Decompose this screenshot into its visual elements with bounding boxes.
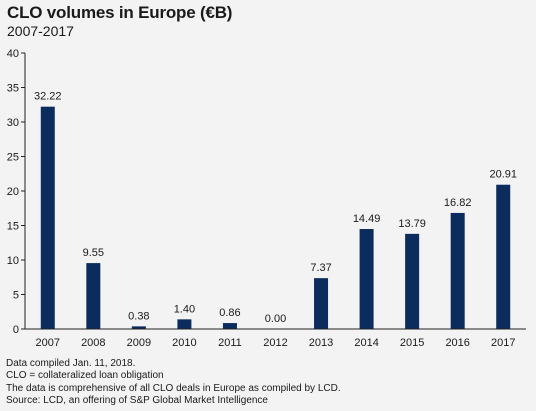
value-label-2012: 0.00: [265, 313, 286, 325]
value-label-2011: 0.86: [219, 307, 240, 319]
x-tick-label-2014: 2014: [354, 337, 378, 349]
bar-2009: [131, 326, 146, 329]
value-label-2010: 1.40: [174, 303, 195, 315]
y-tick-label: 5: [13, 290, 19, 302]
value-label-2008: 9.55: [83, 247, 104, 259]
chart-notes: Data compiled Jan. 11, 2018. CLO = colla…: [6, 358, 341, 407]
x-tick-label-2016: 2016: [445, 337, 469, 349]
note-source: Source: LCD, an offering of S&P Global M…: [6, 394, 268, 406]
chart-title: CLO volumes in Europe (€B): [7, 3, 233, 22]
bar-2007: [40, 106, 55, 329]
x-tick-label-2012: 2012: [263, 337, 287, 349]
bar-2010: [177, 319, 192, 329]
note-clo-definition: CLO = collateralized loan obligation: [6, 370, 164, 382]
bar-2015: [405, 233, 420, 329]
y-tick-label: 30: [7, 117, 19, 129]
x-tick-label-2008: 2008: [81, 337, 105, 349]
x-axis-labels: 2007 2008 2009 2010 2011 2012 2013 2014 2015 2016…: [36, 337, 516, 349]
chart-subtitle: 2007-2017: [7, 23, 74, 39]
y-tick-label: 0: [13, 324, 19, 336]
y-tick-label: 10: [7, 255, 19, 267]
y-tick-label: 40: [7, 48, 19, 60]
bar-2014: [359, 229, 374, 329]
value-label-2013: 7.37: [310, 262, 331, 274]
x-tick-label-2009: 2009: [127, 337, 151, 349]
bars: [40, 106, 511, 329]
y-tick-label: 35: [7, 83, 19, 95]
x-tick-label-2010: 2010: [172, 337, 196, 349]
y-tick-label: 25: [7, 152, 19, 164]
bar-chart: 0 5 10 15 20 25 30 35 40 32.22 9.55 0.38 1.40 0.86 0.…: [7, 48, 526, 349]
x-tick-label-2011: 2011: [218, 337, 242, 349]
bar-2008: [86, 263, 101, 329]
value-label-2009: 0.38: [128, 310, 149, 322]
x-tick-label-2007: 2007: [36, 337, 60, 349]
x-tick-label-2015: 2015: [400, 337, 424, 349]
bar-2016: [450, 212, 465, 329]
value-label-2017: 20.91: [489, 169, 517, 181]
x-tick-label-2013: 2013: [309, 337, 333, 349]
value-label-2015: 13.79: [398, 218, 426, 230]
value-labels: 32.22 9.55 0.38 1.40 0.86 0.00 7.37 14.49 13.79 1…: [34, 91, 517, 325]
note-data-scope: The data is comprehensive of all CLO dea…: [6, 382, 341, 394]
x-tick-label-2017: 2017: [491, 337, 515, 349]
note-data-compiled: Data compiled Jan. 11, 2018.: [6, 358, 136, 369]
bar-2017: [496, 184, 511, 329]
bar-2011: [222, 323, 237, 329]
value-label-2014: 14.49: [353, 213, 381, 225]
y-tick-label: 20: [7, 186, 19, 198]
value-label-2016: 16.82: [444, 197, 472, 209]
y-axis-ticks: 0 5 10 15 20 25 30 35 40: [7, 48, 25, 336]
bar-2013: [314, 278, 329, 329]
value-label-2007: 32.22: [34, 91, 62, 103]
y-tick-label: 15: [7, 221, 19, 233]
